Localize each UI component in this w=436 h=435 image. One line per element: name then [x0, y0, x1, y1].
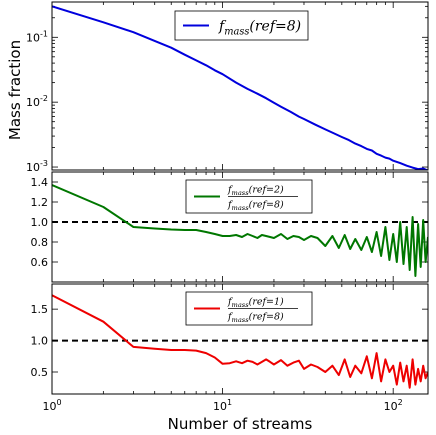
series-line — [52, 184, 428, 277]
y-tick-label: 10-3 — [26, 159, 48, 174]
y-tick-label: 10-2 — [26, 94, 48, 109]
legend-denominator: fmass(ref=8) — [227, 200, 284, 213]
y-tick-label: 1.2 — [31, 196, 49, 209]
series-line — [52, 5, 428, 170]
plot-frame — [51, 1, 429, 171]
legend-numerator: fmass(ref=1) — [227, 297, 284, 310]
y-tick-label: 0.6 — [31, 256, 49, 269]
x-tick-label: 101 — [213, 398, 232, 413]
plot-frame — [51, 171, 429, 283]
y-tick-label: 1.4 — [31, 176, 49, 189]
y-tick-label: 0.5 — [31, 366, 49, 379]
panel-top: 10-1 10-2 10-3 fmass(ref=8) — [26, 1, 429, 174]
series-line — [52, 294, 428, 389]
legend: fmass(ref=2) fmass(ref=8) — [185, 179, 313, 214]
y-tick-label: 0.8 — [31, 236, 49, 249]
legend-numerator: fmass(ref=2) — [227, 185, 284, 198]
y-tick-label: 1.5 — [31, 303, 49, 316]
x-axis-label: Number of streams — [168, 415, 313, 433]
legend: fmass(ref=1) fmass(ref=8) — [185, 291, 313, 326]
y-tick-label: 1.0 — [31, 216, 49, 229]
y-tick-label: 1.0 — [31, 335, 49, 348]
y-axis-label: Mass fraction — [6, 40, 24, 140]
x-tick-label: 100 — [42, 398, 61, 413]
y-tick-label: 10-1 — [26, 29, 48, 44]
panel-middle: 0.6 0.8 1.0 1.2 1.4 fmass(ref=2) fmass(ref=8) — [31, 171, 429, 283]
legend: fmass(ref=8) — [174, 10, 309, 41]
legend-label: fmass(ref=8) — [218, 19, 301, 38]
x-tick-label: 102 — [384, 398, 403, 413]
plot-frame — [51, 283, 429, 395]
legend-denominator: fmass(ref=8) — [227, 312, 284, 325]
